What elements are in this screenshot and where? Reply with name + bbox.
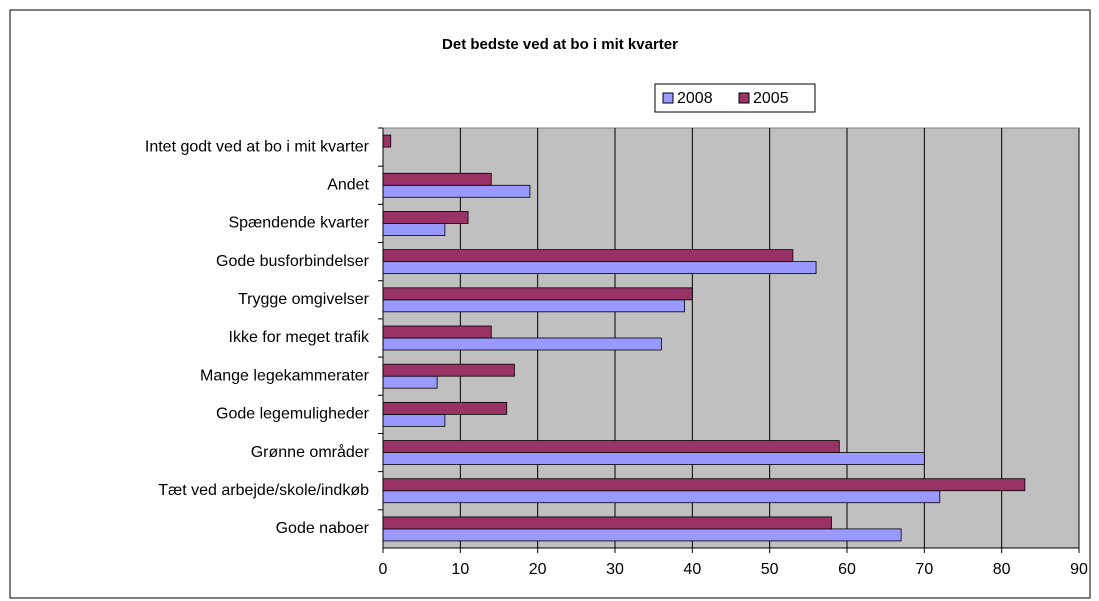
legend-swatch — [662, 92, 674, 104]
bar — [382, 261, 817, 275]
bar — [382, 363, 515, 377]
legend-label: 2008 — [677, 90, 713, 107]
bar — [382, 299, 686, 313]
x-tick-label: 90 — [1070, 561, 1088, 578]
y-tick-label: Andet — [327, 176, 369, 193]
y-tick-label: Trygge omgivelser — [238, 291, 370, 308]
x-tick-label: 70 — [915, 561, 933, 578]
y-tick-label: Mange legekammerater — [200, 367, 370, 384]
x-tick-label: 10 — [451, 561, 469, 578]
bar — [382, 478, 1026, 492]
bar — [382, 211, 469, 224]
bar — [382, 528, 902, 542]
y-tick-label: Gode legemuligheder — [216, 406, 370, 423]
x-tick-label: 20 — [529, 561, 547, 578]
y-tick-label: Spændende kvarter — [228, 215, 369, 232]
x-tick-label: 40 — [683, 561, 701, 578]
y-tick-label: Grønne områder — [251, 443, 370, 461]
bar — [382, 287, 693, 301]
bar — [382, 134, 392, 148]
legend-label: 2005 — [753, 90, 789, 107]
y-tick-label: Ikke for meget trafik — [229, 329, 370, 346]
bar — [382, 223, 446, 236]
bar — [382, 490, 941, 504]
bar — [382, 375, 438, 389]
bar — [382, 325, 492, 339]
y-tick-label: Intet godt ved at bo i mit kvarter — [145, 138, 370, 155]
bar — [382, 184, 531, 198]
bar — [382, 516, 832, 530]
y-tick-label: Tæt ved arbejde/skole/indkøb — [158, 482, 369, 499]
bar — [382, 413, 446, 427]
bar — [382, 249, 794, 263]
bar — [382, 337, 662, 351]
legend-box — [654, 83, 816, 113]
x-tick-label: 30 — [606, 561, 624, 578]
bar — [382, 401, 508, 415]
y-tick-label: Gode naboer — [276, 520, 370, 537]
bar — [382, 172, 492, 186]
x-tick-label: 80 — [993, 561, 1011, 578]
bar — [382, 452, 925, 465]
x-tick-label: 60 — [838, 561, 856, 578]
legend-swatch — [738, 92, 750, 104]
x-tick-label: 50 — [761, 561, 779, 578]
x-tick-label: 0 — [379, 561, 388, 578]
bar — [382, 440, 840, 453]
chart-title: Det bedste ved at bo i mit kvarter — [442, 36, 678, 53]
y-tick-label: Gode busforbindelser — [216, 253, 370, 270]
